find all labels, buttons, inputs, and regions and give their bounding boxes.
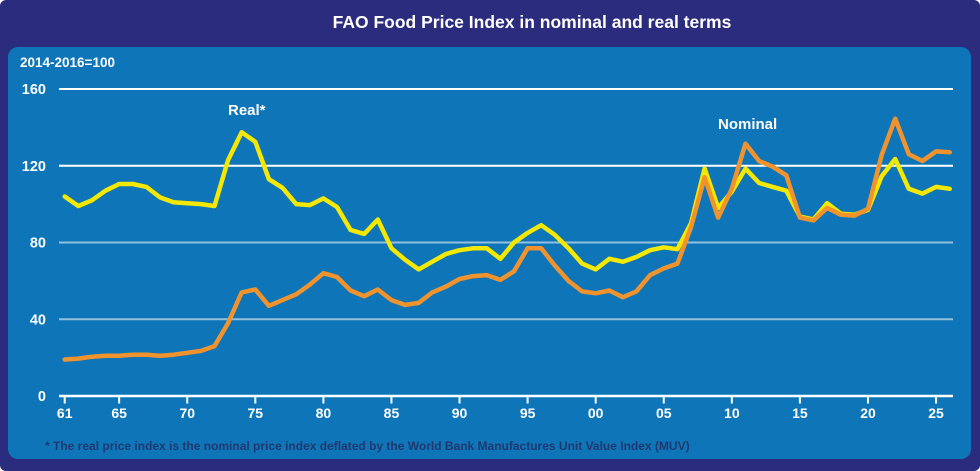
x-tick-label-61: 61 (57, 405, 73, 421)
page-title: FAO Food Price Index in nominal and real… (332, 12, 732, 32)
footnote: * The real price index is the nominal pr… (45, 439, 690, 453)
x-tick-label-85: 85 (384, 405, 400, 421)
x-tick-label-25: 25 (928, 405, 944, 421)
x-tick-label-20: 20 (860, 405, 876, 421)
series-label-real: Real* (228, 102, 266, 119)
index-base-label: 2014-2016=100 (20, 55, 115, 70)
x-tick-label-95: 95 (520, 405, 536, 421)
real-line (62, 129, 952, 272)
y-tick-label-160: 160 (22, 82, 46, 98)
y-tick-label-120: 120 (22, 159, 46, 175)
x-tick-label-80: 80 (316, 405, 332, 421)
x-tick-label-00: 00 (588, 405, 604, 421)
x-tick-label-10: 10 (724, 405, 740, 421)
x-tick-label-75: 75 (248, 405, 264, 421)
x-tick-label-70: 70 (179, 405, 195, 421)
y-tick-label-40: 40 (30, 312, 46, 328)
y-tick-label-0: 0 (38, 389, 46, 405)
x-tick-label-65: 65 (111, 405, 127, 421)
x-tick-label-05: 05 (656, 405, 672, 421)
series-label-nominal: Nominal (718, 116, 778, 133)
nominal-line (62, 116, 952, 362)
x-tick-label-90: 90 (452, 405, 468, 421)
y-tick-label-80: 80 (30, 236, 46, 252)
x-tick-label-15: 15 (792, 405, 808, 421)
